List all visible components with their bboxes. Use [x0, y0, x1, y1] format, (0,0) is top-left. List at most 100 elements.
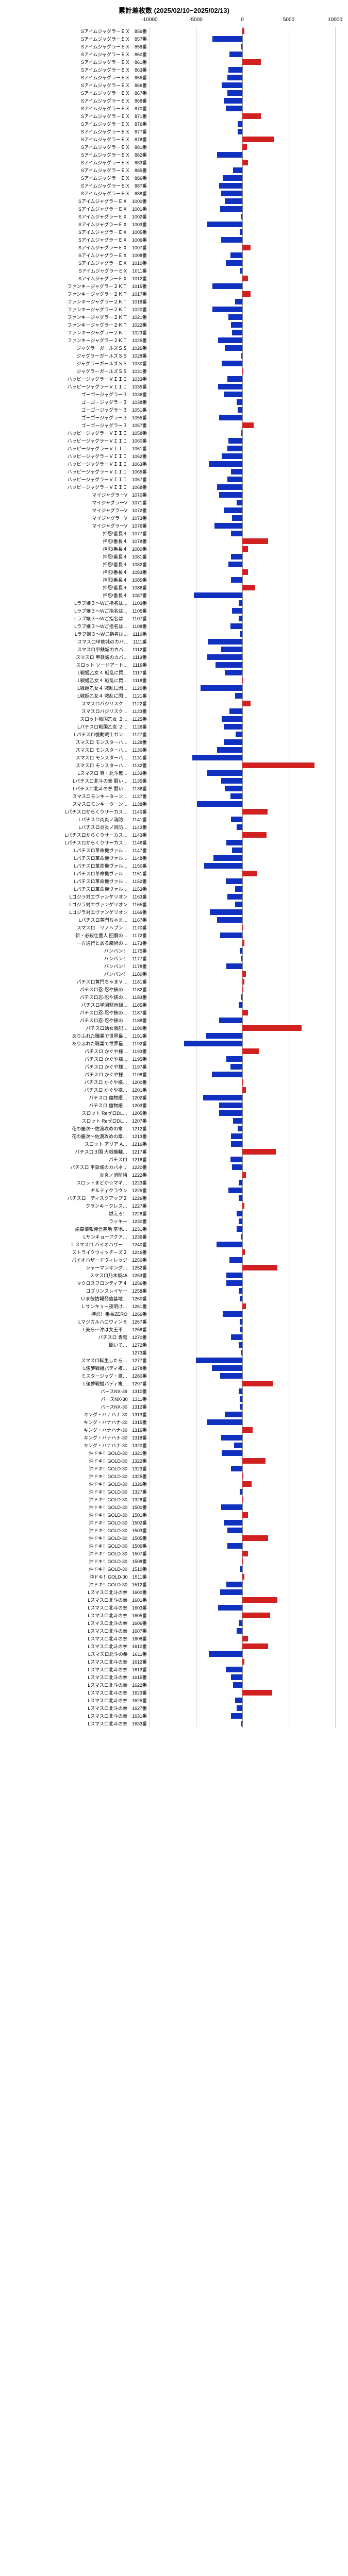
bar-area: [150, 1086, 335, 1094]
chart-row: Lパチスロ黄門ちゃま… 1167番: [5, 916, 343, 924]
row-label: 炎炎ノ消防隣 1222番: [5, 1172, 150, 1178]
bar: [230, 1157, 242, 1162]
row-label: Lパチスロ炎炎ノ消防… 1142番: [5, 824, 150, 831]
row-label: Lパチスロ黄門ちゃま… 1167番: [5, 917, 150, 923]
chart-row: Lラブ嬢３～Wご指名は… 1110番: [5, 630, 343, 638]
bar: [232, 608, 242, 614]
bar-area: [150, 1055, 335, 1063]
chart-row: 花の慶次～佐渡攻めの章… 1213番: [5, 1132, 343, 1140]
chart-row: Lマジカルハロウィン８ 1267番: [5, 1318, 343, 1326]
chart-row: SアイムジャグラーＥＸ 857番: [5, 35, 343, 43]
chart-row: ハッピージャグラーＶＩＩＩ 1067番: [5, 476, 343, 483]
bar-area: [150, 1480, 335, 1488]
chart-row: バイオハザードヴィレッジ 1250番: [5, 1256, 343, 1264]
bar: [221, 1504, 242, 1510]
bar-area: [150, 854, 335, 862]
bar-area: [150, 1658, 335, 1666]
chart-row: SアイムジャグラーＥＸ 878番: [5, 135, 343, 143]
chart-row: SアイムジャグラーＥＸ 882番: [5, 151, 343, 159]
bar-area: [150, 761, 335, 769]
bar: [210, 909, 242, 915]
bar-area: [150, 831, 335, 839]
bar: [231, 1466, 242, 1471]
bar: [242, 569, 248, 575]
row-label: ゴーゴージャグラー３ 1057番: [5, 422, 150, 429]
bar-area: [150, 259, 335, 267]
bar: [218, 1605, 242, 1611]
bar-area: [150, 344, 335, 352]
bar-area: [150, 823, 335, 831]
bar-area: [150, 1248, 335, 1256]
bar-area: [150, 1341, 335, 1349]
bar-area: [150, 1503, 335, 1511]
bar: [217, 484, 242, 490]
row-label: Lパチスロ北斗の拳 闘い… 1136番: [5, 785, 150, 792]
bar-area: [150, 244, 335, 251]
bar: [207, 1419, 242, 1425]
chart-row: パチスロ 傷物語… 1203番: [5, 1101, 343, 1109]
row-label: 沖ドキ！GOLD-30 1507番: [5, 1550, 150, 1557]
bar: [242, 1535, 268, 1541]
chart-row: パチスロ黄門ちゃまＶ… 1181番: [5, 978, 343, 986]
bar: [206, 1033, 242, 1039]
row-label: パチスロ 傷物語… 1202番: [5, 1094, 150, 1101]
chart-row: 押忍！番長ZERO 1266番: [5, 1310, 343, 1318]
row-label: SアイムジャグラーＥＸ 881番: [5, 144, 150, 150]
row-label: SアイムジャグラーＥＸ 860番: [5, 51, 150, 58]
bar: [242, 1025, 302, 1031]
bar-area: [150, 816, 335, 823]
row-label: ハッピージャグラーＶＩＩＩ 1061番: [5, 445, 150, 452]
bar: [228, 67, 242, 73]
row-label: スロット ReゼロDL… 1207番: [5, 1117, 150, 1124]
bar-area: [150, 846, 335, 854]
bar: [219, 1018, 242, 1023]
chart-row: 沖ドキ！GOLD-30 1508番: [5, 1557, 343, 1565]
chart-row: パチスロ かぐや様… 1195番: [5, 1055, 343, 1063]
bar: [222, 82, 242, 88]
chart-row: Lパチスロ革命機ヴァル… 1150番: [5, 862, 343, 870]
row-label: ハッピージャグラーＶＩＩＩ 1033番: [5, 376, 150, 382]
row-label: マイジャグラーV 1073番: [5, 515, 150, 521]
chart-row: 燃えろ！ 1228番: [5, 1210, 343, 1217]
x-tick: 10000: [328, 17, 342, 27]
bar-area: [150, 986, 335, 993]
row-label: 花の慶次～佐渡攻めの章… 1212番: [5, 1125, 150, 1132]
bar-area: [150, 1596, 335, 1604]
chart-row: Lスマスロ北斗の拳 1622番: [5, 1681, 343, 1689]
bar-area: [150, 1357, 335, 1364]
bar: [231, 577, 242, 583]
chart-row: Lスマスロ北斗の拳 1631番: [5, 1712, 343, 1720]
bar-area: [150, 1627, 335, 1635]
row-label: 押忍!番長４ 1086番: [5, 584, 150, 591]
bar-area: [150, 1132, 335, 1140]
row-label: Lスマスロ北斗の拳 1633番: [5, 1720, 150, 1727]
bar: [239, 1620, 242, 1626]
row-label: Lスマスロ北斗の拳 1623番: [5, 1689, 150, 1696]
bar: [239, 1002, 242, 1008]
chart-row: L スマスロ バイオハザー… 1240番: [5, 1241, 343, 1248]
chart-row: パチスロ かぐや様… 1193番: [5, 1047, 343, 1055]
bar-area: [150, 1063, 335, 1071]
chart-row: キング・ハナハナ-30 1320番: [5, 1442, 343, 1449]
bar: [240, 1404, 242, 1410]
chart-row: パチスロ学園黙示録… 1185番: [5, 1001, 343, 1009]
bar: [235, 693, 242, 699]
bar-area: [150, 190, 335, 197]
chart-row: SアイムジャグラーＥＸ 858番: [5, 43, 343, 50]
bar-area: [150, 329, 335, 336]
chart-row: スマスロモンキーターン… 1137番: [5, 792, 343, 800]
row-label: パチスロ 1218番: [5, 1156, 150, 1163]
row-label: パチスロ かぐや様… 1195番: [5, 1056, 150, 1062]
row-label: Lマジカルハロウィン８ 1267番: [5, 1318, 150, 1325]
chart-row: 沖ドキ！GOLD-30 1507番: [5, 1550, 343, 1557]
bar: [239, 1218, 242, 1224]
chart-row: ゴーゴージャグラー３ 1055番: [5, 414, 343, 421]
bar: [242, 160, 248, 165]
bar: [240, 268, 242, 274]
chart-row: SアイムジャグラーＥＸ 865番: [5, 74, 343, 81]
chart-row: SアイムジャグラーＥＸ 868番: [5, 97, 343, 105]
row-label: Lスマスロ北斗の拳 1631番: [5, 1713, 150, 1719]
row-label: ハッピージャグラーＶＩＩＩ 1067番: [5, 476, 150, 483]
bar: [241, 956, 242, 961]
bar: [241, 1234, 242, 1240]
